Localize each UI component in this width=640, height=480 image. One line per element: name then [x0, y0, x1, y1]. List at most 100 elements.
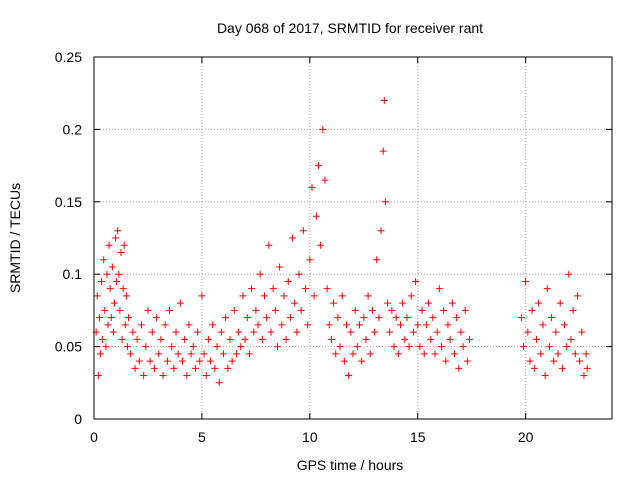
data-point: [583, 364, 591, 372]
data-point: [166, 306, 174, 314]
data-point: [291, 299, 299, 307]
data-point: [119, 285, 127, 293]
data-point: [420, 350, 428, 358]
data-point: [526, 357, 534, 365]
data-point: [196, 357, 204, 365]
data-point: [137, 321, 145, 329]
data-point: [95, 314, 103, 322]
data-point: [131, 364, 139, 372]
data-point: [273, 343, 281, 351]
data-point: [351, 306, 359, 314]
data-point: [366, 350, 374, 358]
data-point: [282, 335, 290, 343]
data-point: [327, 335, 335, 343]
data-point: [459, 343, 467, 351]
data-point: [153, 314, 161, 322]
data-point: [330, 299, 338, 307]
data-point: [140, 372, 148, 380]
data-point: [396, 321, 404, 329]
data-point: [371, 328, 379, 336]
data-point: [248, 285, 256, 293]
data-point: [101, 306, 109, 314]
y-tick-label: 0: [74, 411, 82, 427]
data-point: [187, 350, 195, 358]
data-point: [103, 270, 111, 278]
data-point: [554, 350, 562, 358]
data-point: [360, 314, 368, 322]
data-point: [325, 321, 333, 329]
data-point: [345, 372, 353, 380]
data-point: [271, 306, 279, 314]
data-point: [561, 321, 569, 329]
data-point: [338, 292, 346, 300]
data-point: [457, 328, 465, 336]
data-point: [556, 299, 564, 307]
data-point: [150, 364, 158, 372]
data-point: [202, 372, 210, 380]
data-point: [112, 234, 120, 242]
data-point: [191, 364, 199, 372]
data-point: [235, 328, 243, 336]
data-point: [125, 314, 133, 322]
data-point: [340, 357, 348, 365]
data-point: [520, 343, 528, 351]
data-point: [319, 125, 327, 133]
axis-ticks: [93, 56, 612, 420]
data-point: [312, 212, 320, 220]
data-point: [435, 285, 443, 293]
data-point: [343, 321, 351, 329]
data-point: [437, 343, 445, 351]
data-point: [293, 328, 301, 336]
data-point: [347, 328, 355, 336]
data-point: [532, 335, 540, 343]
data-point: [528, 306, 536, 314]
data-point: [129, 328, 137, 336]
data-point: [552, 328, 560, 336]
data-point: [118, 335, 126, 343]
data-point: [569, 306, 577, 314]
data-point: [310, 292, 318, 300]
data-point: [390, 343, 398, 351]
grid-lines: [94, 57, 612, 419]
data-point: [289, 234, 297, 242]
data-point: [107, 314, 115, 322]
data-point: [108, 263, 116, 271]
data-point: [461, 306, 469, 314]
data-point: [466, 335, 474, 343]
data-point: [265, 241, 273, 249]
data-point: [99, 335, 107, 343]
data-point: [232, 350, 240, 358]
data-point: [243, 314, 251, 322]
data-point: [373, 256, 381, 264]
data-point: [239, 292, 247, 300]
data-point: [580, 372, 588, 380]
data-point: [198, 292, 206, 300]
data-point: [405, 343, 413, 351]
y-tick-labels: 0 0.05 0.1 0.15 0.2 0.25: [55, 49, 82, 427]
data-point: [168, 343, 176, 351]
x-tick-labels: 0 5 10 15 20: [90, 429, 534, 445]
y-tick-label: 0.1: [63, 266, 83, 282]
data-point: [375, 314, 383, 322]
data-point: [213, 343, 221, 351]
data-point: [407, 292, 415, 300]
data-point: [211, 364, 219, 372]
y-tick-label: 0.2: [63, 121, 83, 137]
data-point: [425, 299, 433, 307]
data-point: [353, 343, 361, 351]
data-point: [209, 321, 217, 329]
data-point: [380, 96, 388, 104]
data-point: [323, 285, 331, 293]
data-point: [349, 350, 357, 358]
data-point: [444, 321, 452, 329]
data-point: [261, 292, 269, 300]
data-point: [115, 270, 123, 278]
data-point: [539, 321, 547, 329]
data-point: [414, 321, 422, 329]
y-axis-label: SRMTID / TECUs: [7, 183, 23, 293]
data-point: [453, 314, 461, 322]
data-point: [252, 306, 260, 314]
data-point: [256, 270, 264, 278]
data-point: [379, 147, 387, 155]
